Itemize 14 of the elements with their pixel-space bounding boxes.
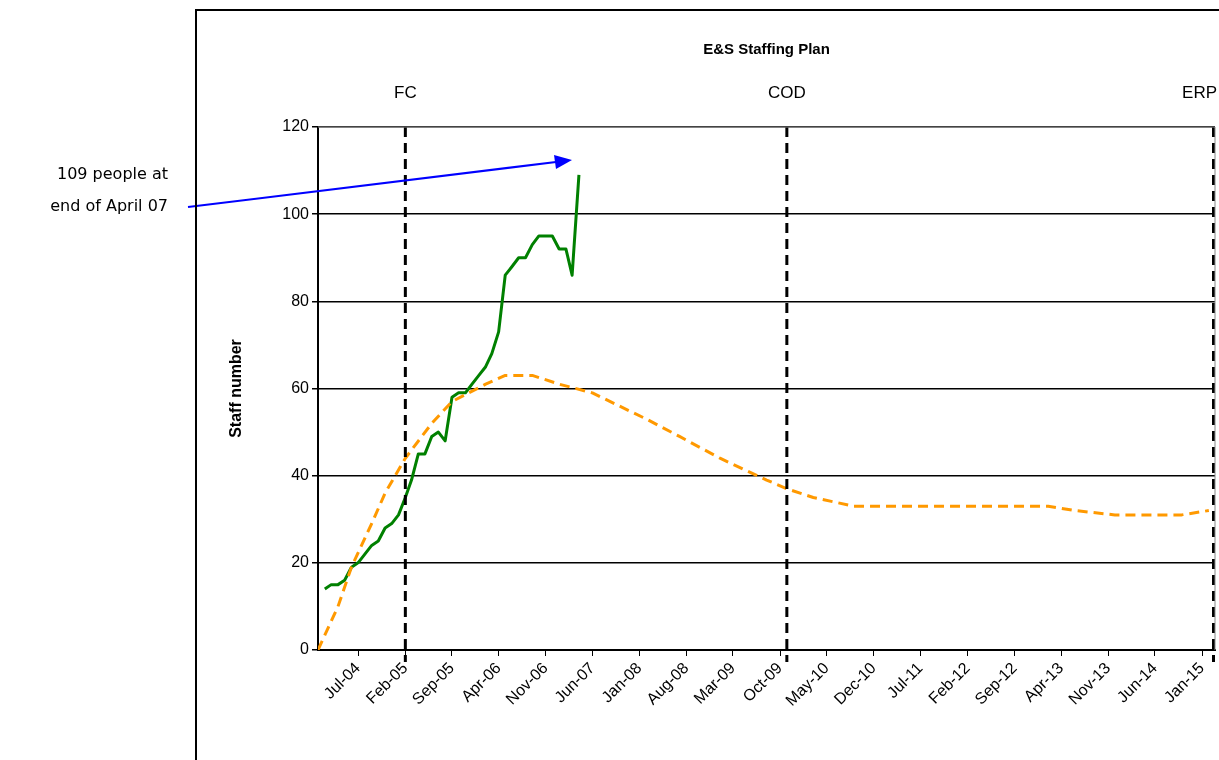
line-series (318, 373, 1211, 650)
y-tick-label: 120 (282, 117, 310, 135)
y-tick-label: 0 (300, 640, 310, 658)
text: 109 people at end of April 07 (50, 164, 168, 216)
chart-title: E&S Staffing Plan (703, 40, 830, 58)
ref-line-label: ERP (1182, 82, 1218, 102)
ref-line-label: COD (767, 82, 806, 102)
y-tick-label: 80 (291, 291, 310, 309)
y-tick-label: 100 (282, 204, 310, 222)
y-tick-label: 20 (291, 553, 310, 571)
y-axis-title: Staff number (227, 339, 245, 438)
y-tick-label: 40 (291, 466, 310, 484)
y-tick-label: 60 (291, 378, 310, 396)
ref-line-label: FC (394, 82, 417, 102)
